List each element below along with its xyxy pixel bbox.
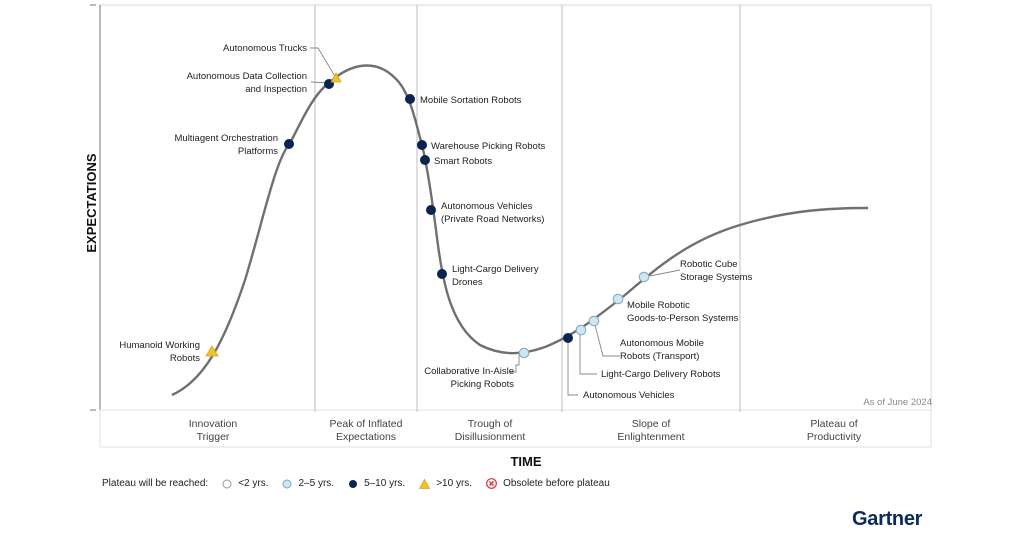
legend-item-obsolete: Obsolete before plateau (486, 478, 610, 489)
legend-item-over-10: >10 yrs. (419, 478, 472, 489)
legend-item-5-10: 5–10 yrs. (348, 478, 405, 489)
phase-label-plateau: Plateau of (810, 418, 857, 430)
marker-autonomous-trucks[interactable] (330, 72, 342, 83)
legend-label: 2–5 yrs. (298, 478, 335, 489)
dark-circle-icon (349, 479, 358, 488)
label-lcdr: Light-Cargo Delivery Robots (601, 369, 721, 380)
legend-label: >10 yrs. (436, 478, 473, 489)
hype-curve (171, 64, 869, 397)
label-autonomous-trucks: Autonomous Trucks (223, 43, 307, 54)
label-lcdd-1: Light-Cargo Delivery (452, 264, 539, 275)
label-lcdd-2: Drones (452, 277, 483, 288)
label-mop-2: Platforms (238, 146, 278, 157)
marker-robotic-cube-storage[interactable] (638, 271, 650, 283)
phase-label-trough: Trough of (468, 418, 513, 430)
phase-label-peak-2: Expectations (336, 431, 396, 443)
marker-mobile-sortation-robots[interactable] (405, 94, 415, 104)
triangle-icon (419, 478, 431, 489)
legend-label: Obsolete before plateau (503, 478, 610, 489)
markers-2-5-yrs (518, 271, 650, 359)
x-axis-title: TIME (510, 454, 541, 469)
label-amr-1: Autonomous Mobile (620, 338, 704, 349)
label-wpr: Warehouse Picking Robots (431, 141, 545, 152)
legend-label: <2 yrs. (238, 478, 269, 489)
marker-light-cargo-delivery-drones[interactable] (437, 269, 447, 279)
marker-autonomous-vehicles-prn[interactable] (426, 205, 436, 215)
label-hwr-2: Robots (170, 353, 200, 364)
label-av: Autonomous Vehicles (583, 390, 675, 401)
phase-label-trough-2: Disillusionment (455, 431, 526, 443)
obsolete-x-icon (486, 478, 497, 489)
light-circle-icon (282, 479, 292, 488)
label-smart-robots: Smart Robots (434, 156, 492, 167)
label-ciap-1: Collaborative In-Aisle (424, 366, 514, 377)
legend: Plateau will be reached: <2 yrs. 2–5 yrs… (102, 478, 610, 489)
phase-label-plateau-2: Productivity (807, 431, 862, 443)
legend-item-2-5: 2–5 yrs. (282, 478, 334, 489)
marker-humanoid-working-robots[interactable] (205, 345, 219, 357)
marker-warehouse-picking-robots[interactable] (417, 140, 427, 150)
label-mrgp-2: Goods-to-Person Systems (627, 313, 739, 324)
label-adci-2: and Inspection (245, 84, 307, 95)
phase-label-slope-2: Enlightenment (617, 431, 684, 443)
label-avprn-2: (Private Road Networks) (441, 214, 544, 225)
label-amr-2: Robots (Transport) (620, 351, 699, 362)
marker-autonomous-mobile-robots[interactable] (588, 315, 600, 327)
phase-band (99, 409, 932, 448)
marker-mobile-robotic-gtp[interactable] (612, 293, 624, 305)
label-avprn-1: Autonomous Vehicles (441, 201, 533, 212)
marker-smart-robots[interactable] (420, 155, 430, 165)
label-rcss-2: Storage Systems (680, 272, 753, 283)
marker-light-cargo-delivery-robots[interactable] (575, 324, 587, 336)
phase-label-slope: Slope of (632, 418, 671, 430)
legend-label: 5–10 yrs. (364, 478, 406, 489)
marker-collaborative-in-aisle[interactable] (518, 347, 530, 359)
markers-over-10-yrs (205, 72, 342, 357)
label-mrgp-1: Mobile Robotic (627, 300, 690, 311)
label-mop-1: Multiagent Orchestration (175, 133, 279, 144)
gartner-logo: Gartner (852, 508, 923, 530)
label-msr: Mobile Sortation Robots (420, 95, 522, 106)
label-ciap-2: Picking Robots (451, 379, 515, 390)
legend-title: Plateau will be reached: (102, 478, 209, 489)
label-hwr-1: Humanoid Working (119, 340, 200, 351)
y-axis-title: EXPECTATIONS (84, 153, 99, 253)
label-rcss-1: Robotic Cube (680, 259, 738, 270)
markers-5-10-yrs (284, 79, 573, 343)
phase-label-innovation: Innovation (189, 418, 238, 430)
phase-label-innovation-2: Trigger (197, 431, 230, 443)
legend-item-under-2: <2 yrs. (222, 478, 268, 489)
label-adci-1: Autonomous Data Collection (187, 71, 307, 82)
marker-multiagent-orchestration[interactable] (284, 139, 294, 149)
hollow-circle-icon (222, 479, 232, 488)
phase-label-peak: Peak of Inflated (330, 418, 403, 430)
marker-autonomous-vehicles[interactable] (563, 333, 573, 343)
as-of-date: As of June 2024 (863, 397, 932, 408)
